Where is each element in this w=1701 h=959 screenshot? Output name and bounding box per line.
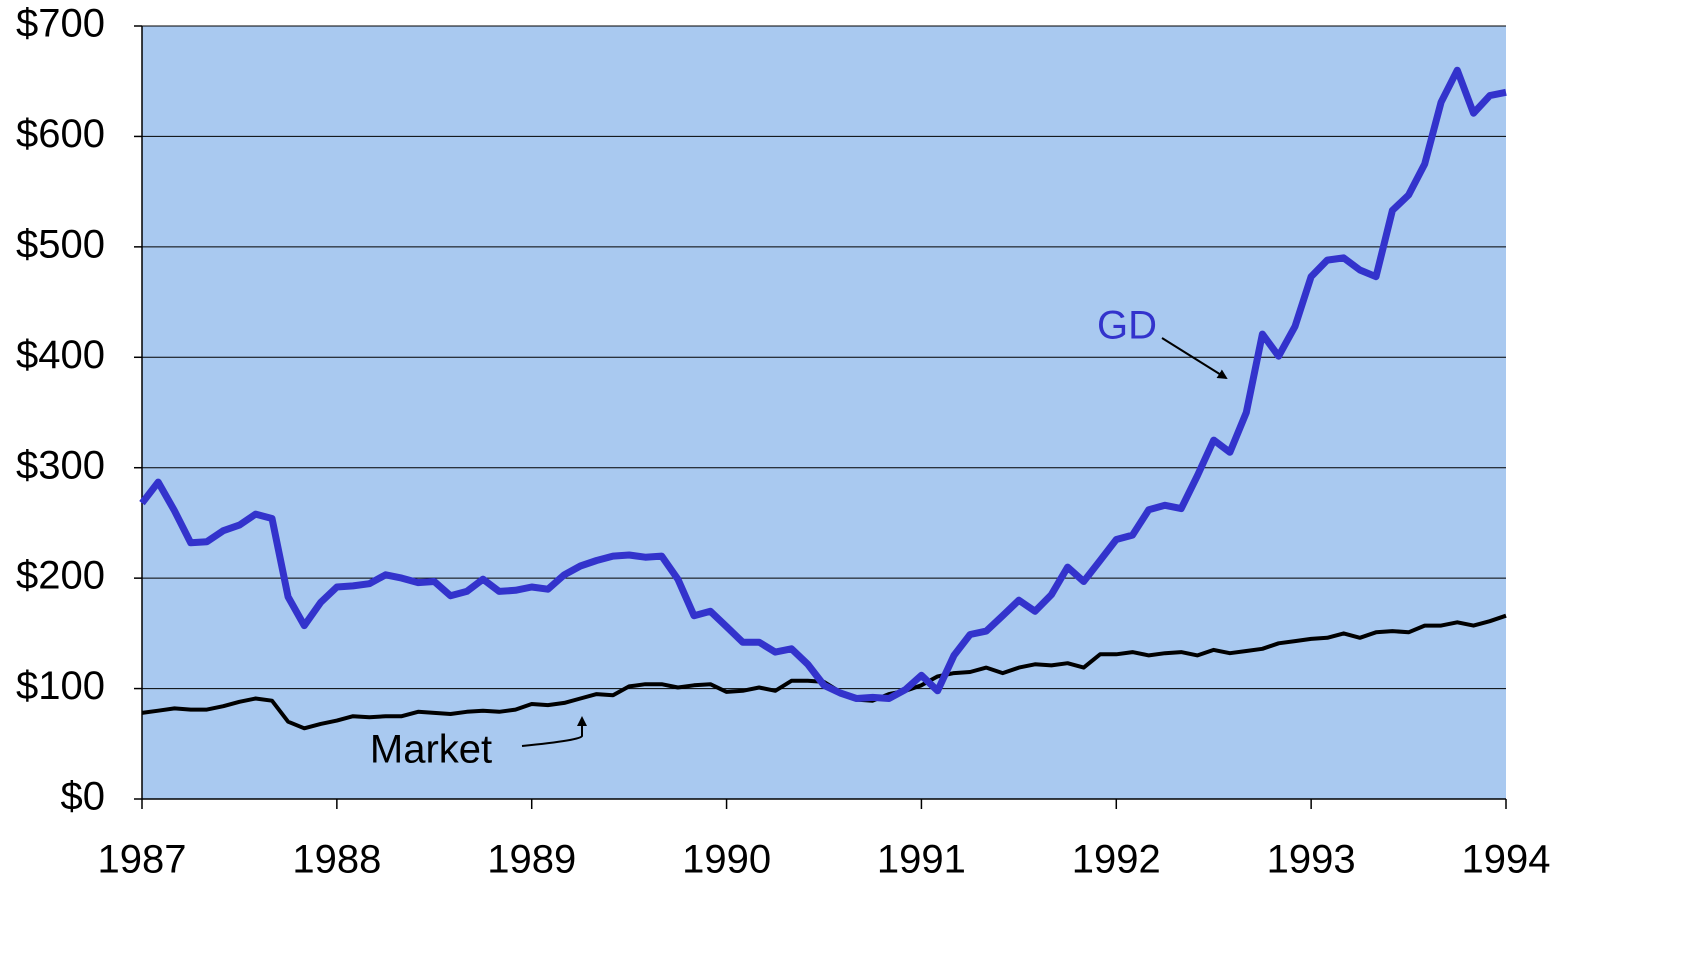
plot-area xyxy=(142,26,1506,799)
gd-arrow xyxy=(1161,337,1228,380)
x-tick-label: 1994 xyxy=(1462,838,1551,882)
annotation: Market xyxy=(370,728,492,772)
x-tick-label: 1988 xyxy=(292,838,381,882)
series-line xyxy=(139,66,1507,702)
y-tick-label: $500 xyxy=(16,222,105,266)
y-tick-label: $600 xyxy=(16,112,105,156)
y-tick-label: $100 xyxy=(16,664,105,708)
y-tick-label: $400 xyxy=(16,333,105,377)
y-tick-label: $700 xyxy=(16,2,105,46)
x-tick-label: 1992 xyxy=(1072,838,1161,882)
market-arrow xyxy=(521,716,587,747)
plot-layer xyxy=(134,25,1507,809)
x-tick-label: 1989 xyxy=(487,838,576,882)
y-tick-label: $300 xyxy=(16,443,105,487)
annotation: GD xyxy=(1097,304,1157,348)
y-tick-label: $0 xyxy=(61,775,106,819)
x-tick-label: 1993 xyxy=(1267,838,1356,882)
x-tick-label: 1991 xyxy=(877,838,966,882)
y-tick-label: $200 xyxy=(16,554,105,598)
x-tick-label: 1987 xyxy=(98,838,187,882)
x-tick-label: 1990 xyxy=(682,838,771,882)
